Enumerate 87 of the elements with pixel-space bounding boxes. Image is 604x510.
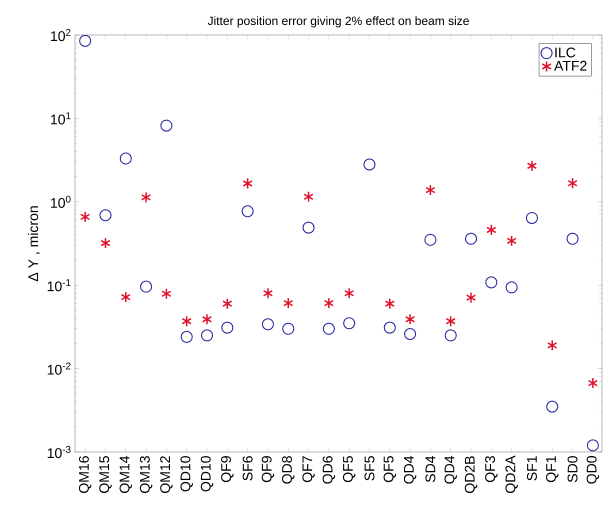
x-tick-label: QD6 (322, 456, 336, 484)
point (405, 314, 416, 326)
point (588, 377, 598, 389)
point (303, 190, 314, 202)
point (201, 329, 214, 342)
x-tick-label: SF5 (364, 456, 374, 481)
y-tick-label: 10$^{0}$ (51, 196, 71, 208)
point (182, 315, 192, 327)
point (546, 400, 558, 413)
x-tick-label: QF9 (221, 456, 234, 482)
x-tick-label: QF9 (262, 456, 274, 482)
point (242, 205, 254, 218)
point (140, 280, 152, 293)
point (120, 291, 131, 303)
legend-label: ILC (555, 48, 576, 58)
x-tick-label: QD10 (200, 456, 214, 492)
point (466, 292, 476, 304)
y-tick-label: 10$^{-2}$ (48, 362, 70, 375)
point (141, 192, 152, 204)
y-axis-title: Δ Y , micron (28, 206, 40, 282)
point (262, 288, 274, 300)
x-tick-label: QF7 (302, 456, 315, 482)
point (363, 158, 376, 170)
point (302, 222, 315, 234)
point (283, 297, 294, 309)
point (343, 317, 356, 330)
point (547, 340, 558, 352)
point (506, 281, 518, 294)
y-tick-label: 10$^{2}$ (51, 28, 70, 42)
x-tick-label: QD4 (404, 456, 416, 484)
point (526, 212, 538, 224)
point (446, 315, 456, 327)
point (161, 288, 172, 300)
x-tick-label: QF5 (342, 456, 356, 482)
x-tick-label: QD2B (464, 456, 478, 493)
point (180, 330, 193, 343)
y-tick-label: 10$^{1}$ (51, 112, 70, 124)
point (526, 160, 538, 172)
legend-label: ATF2 (554, 60, 587, 71)
point (566, 232, 579, 245)
x-tick-label: QM12 (160, 456, 173, 493)
x-tick-label: QM16 (78, 456, 92, 493)
point (344, 288, 354, 300)
point (465, 232, 478, 245)
point (262, 318, 274, 330)
x-tick-label: QF5 (384, 456, 396, 482)
point (404, 328, 416, 340)
point (99, 209, 112, 222)
point (425, 184, 436, 196)
y-tick-label: 10$^{-3}$ (48, 446, 71, 458)
x-tick-label: QD2A (505, 456, 518, 493)
x-tick-label: QD8 (282, 456, 294, 484)
x-tick-label: SD0 (568, 456, 578, 482)
x-tick-label: QM13 (140, 456, 152, 493)
point (79, 34, 92, 47)
point (120, 152, 132, 165)
point (567, 177, 578, 189)
point (506, 235, 517, 247)
x-tick-label: QF3 (485, 456, 498, 482)
x-tick-label: SD4 (425, 456, 436, 482)
y-tick-label: 10$^{-1}$ (48, 279, 70, 292)
point (222, 298, 232, 310)
point (486, 224, 496, 236)
point (282, 322, 294, 335)
x-tick-label: QM15 (99, 456, 112, 493)
point (202, 314, 212, 326)
point (424, 234, 436, 246)
point (324, 297, 334, 309)
point (322, 322, 335, 335)
x-tick-label: QD10 (180, 456, 193, 492)
point (384, 322, 396, 334)
point (586, 439, 599, 452)
point (160, 120, 172, 132)
x-tick-label: QM14 (120, 456, 132, 493)
point (100, 237, 111, 249)
x-tick-label: SF6 (242, 456, 253, 481)
point (485, 276, 498, 288)
point (80, 211, 90, 223)
chart-title: Jitter position error giving 2% effect on beam size (208, 16, 469, 28)
x-tick-label: QF1 (546, 456, 558, 482)
x-tick-label: SF1 (526, 456, 537, 481)
x-tick-label: QD0 (586, 456, 600, 484)
point (221, 322, 234, 334)
point (242, 178, 253, 190)
point (384, 298, 395, 310)
point (444, 329, 457, 342)
x-tick-label: QD4 (444, 456, 457, 484)
